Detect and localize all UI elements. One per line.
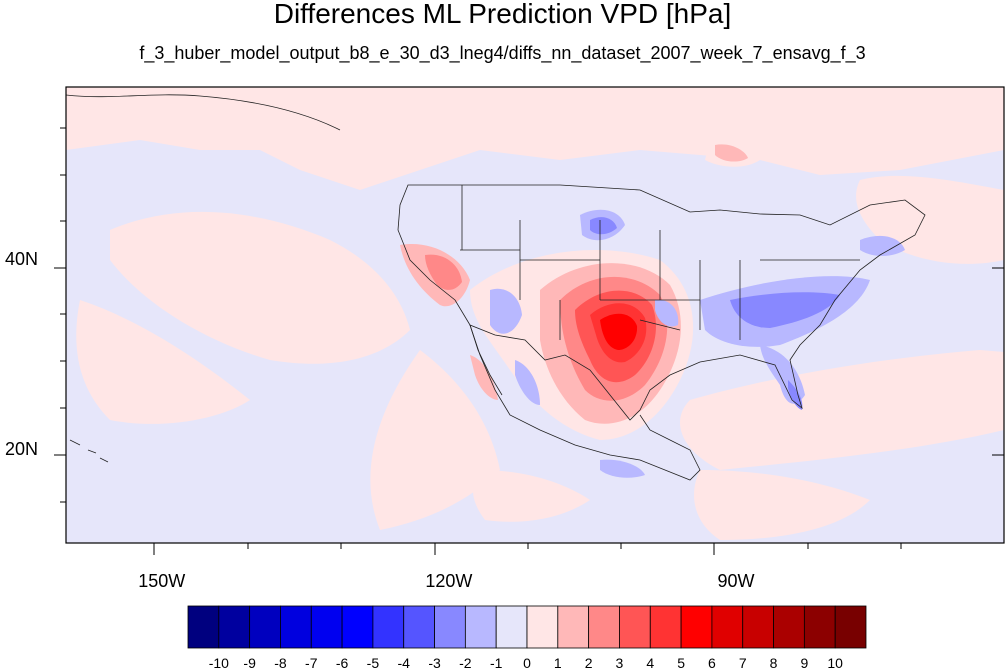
latitude-tick-label: 20N [5,439,38,459]
map-axis-ticks [54,127,1004,555]
latitude-tick-label: 40N [5,249,38,269]
longitude-tick-label: 150W [138,571,185,591]
positive-anomaly-core [400,138,760,440]
chart-title: Differences ML Prediction VPD [hPa] [273,0,732,29]
longitude-tick-label: 90W [717,571,754,591]
longitude-tick-labels: 150W 120W 90W [138,571,754,591]
positive-anomaly-light-regions [66,87,1004,540]
latitude-tick-labels: 40N 20N [5,249,38,459]
coastlines-and-borders [66,94,926,481]
chart-subtitle: f_3_huber_model_output_b8_e_30_d3_lneg4/… [139,43,866,63]
map-frame [65,86,1005,544]
negative-anomaly-regions [490,209,905,478]
longitude-tick-label: 120W [425,571,472,591]
